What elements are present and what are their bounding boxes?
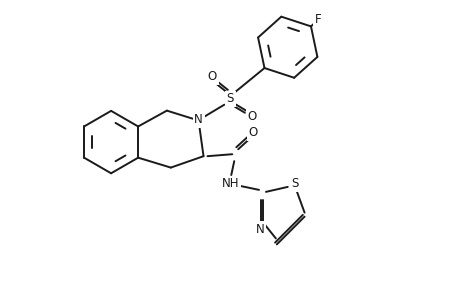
Text: S: S	[226, 92, 234, 105]
Text: N: N	[194, 113, 202, 126]
Text: F: F	[314, 13, 321, 26]
Text: NH: NH	[221, 177, 239, 190]
Text: O: O	[207, 70, 217, 83]
Text: O: O	[247, 110, 256, 123]
Text: N: N	[255, 223, 264, 236]
Text: O: O	[248, 126, 257, 139]
Text: S: S	[291, 177, 298, 190]
